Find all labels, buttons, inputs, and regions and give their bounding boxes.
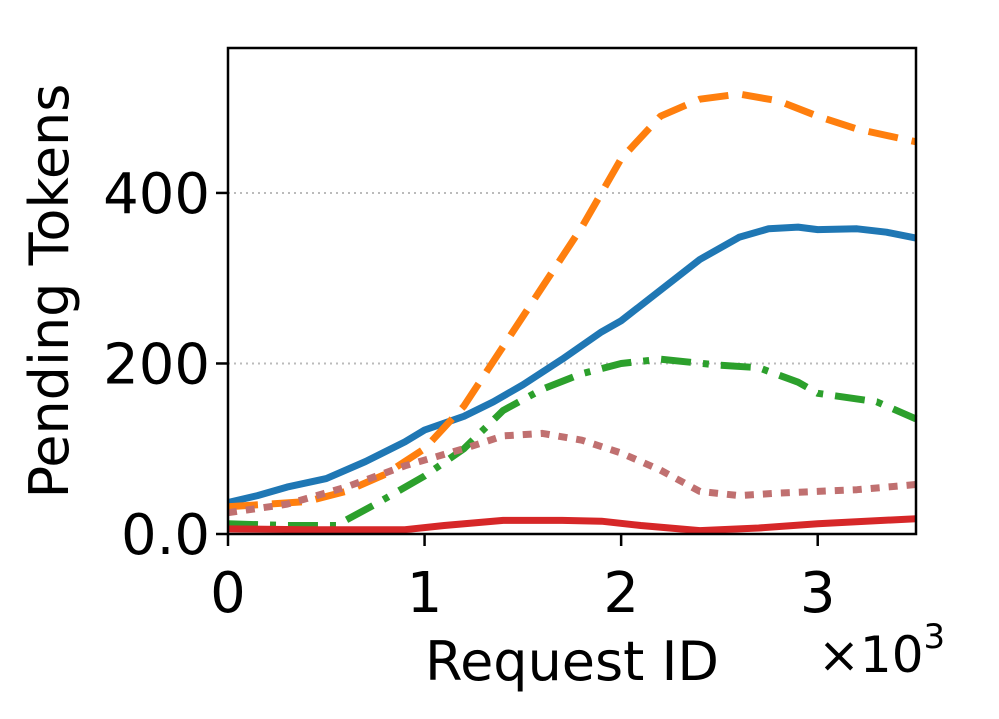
y-tick-label-0: 0.0: [121, 503, 210, 568]
series-line-4: [227, 429, 917, 517]
series-line-2: [227, 90, 917, 511]
x-tick-label-0: 0: [210, 561, 246, 626]
x-multiplier-exponent: 3: [924, 617, 946, 657]
ticks: 0 1 2 3 0.0 200 400: [103, 162, 835, 626]
y-tick-label-1: 200: [103, 332, 210, 397]
x-axis-multiplier: ×103: [818, 617, 945, 684]
plot-frame: [226, 46, 918, 536]
y-axis-label: Pending Tokens: [18, 84, 81, 499]
series-layer: [227, 90, 918, 535]
series-line-5: [227, 515, 917, 535]
x-multiplier-base: ×10: [818, 626, 924, 684]
x-tick-label-1: 1: [407, 561, 443, 626]
x-tick-label-3: 3: [800, 561, 836, 626]
gridlines: [228, 191, 916, 365]
y-tick-label-2: 400: [103, 162, 210, 227]
x-axis-label: Request ID: [425, 630, 719, 693]
series-line-1: [227, 223, 917, 506]
x-tick-label-2: 2: [603, 561, 639, 626]
series-line-3: [227, 355, 918, 529]
